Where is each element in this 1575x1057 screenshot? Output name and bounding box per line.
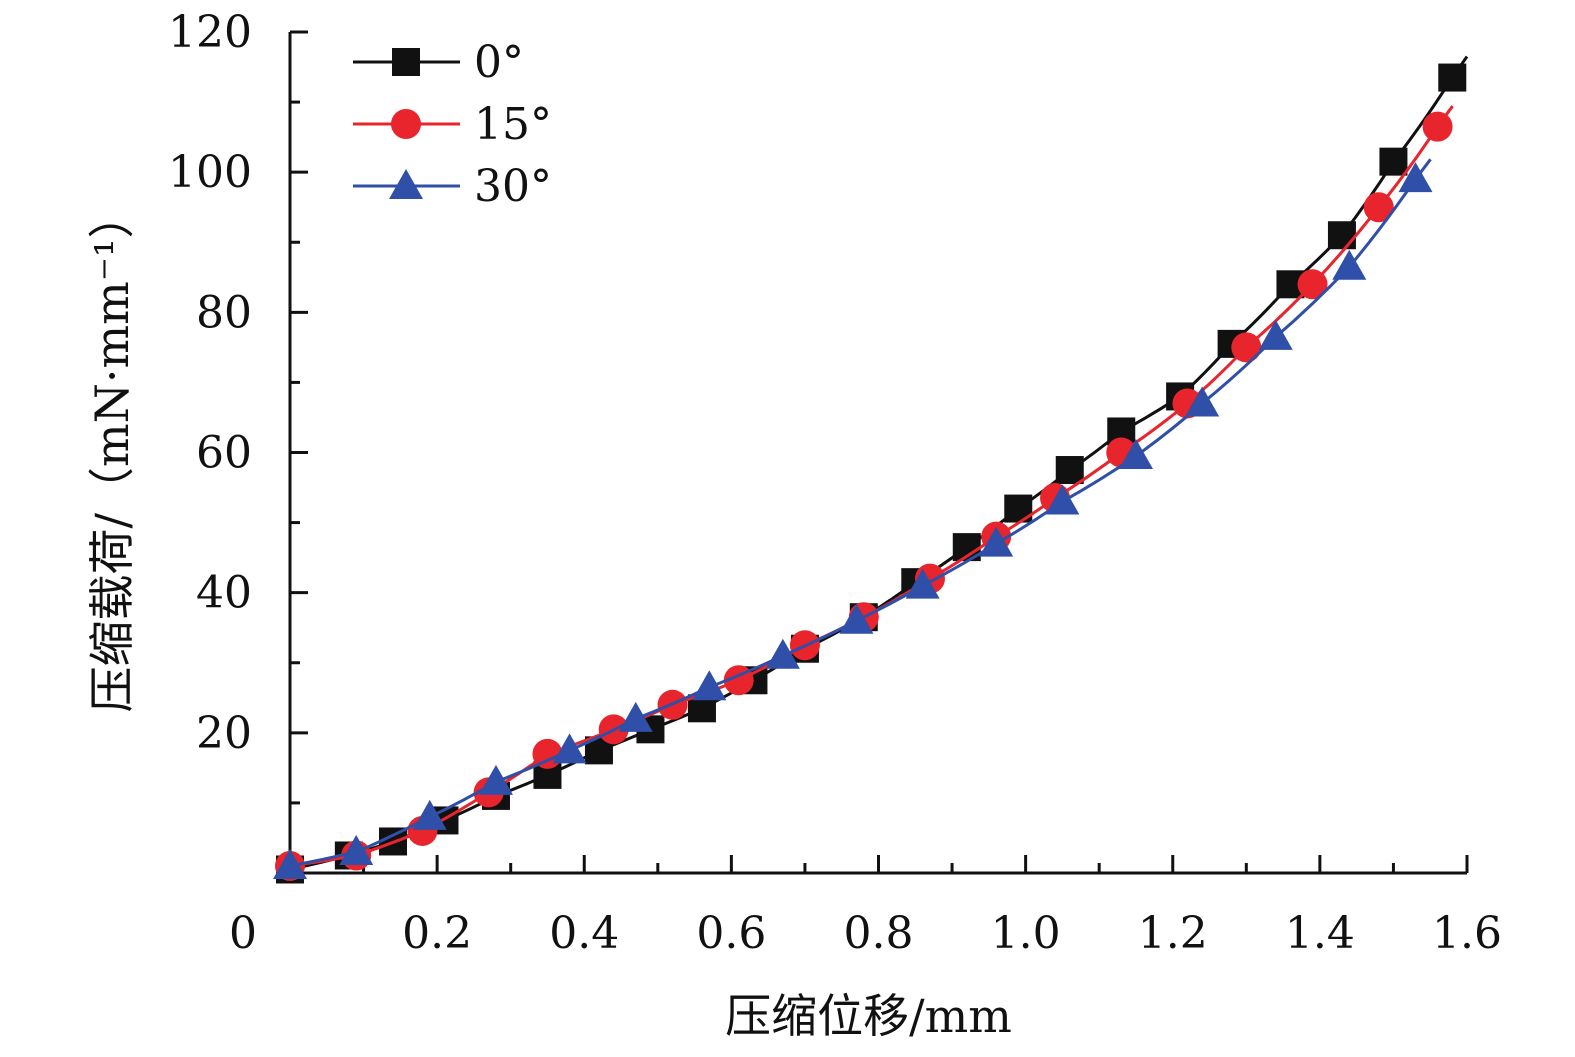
- data-point-triangle: [839, 603, 874, 634]
- x-tick-label: 1.4: [1285, 908, 1355, 959]
- data-point-triangle: [478, 764, 513, 795]
- data-point-square: [1055, 456, 1084, 485]
- data-point-triangle: [339, 834, 374, 865]
- data-point-circle: [1363, 192, 1394, 223]
- series-line: [289, 55, 1469, 871]
- data-point-triangle: [905, 568, 940, 599]
- x-tick-label: 1.6: [1432, 908, 1502, 959]
- legend-item: 15°: [353, 99, 552, 150]
- data-point-square: [1438, 63, 1467, 92]
- y-tick-label: 120: [168, 7, 252, 58]
- data-point-triangle: [1258, 319, 1293, 350]
- y-tick-label: 60: [196, 428, 252, 479]
- data-point-triangle: [618, 701, 653, 732]
- data-point-triangle: [1398, 162, 1433, 193]
- x-tick-label: 1.0: [991, 908, 1061, 959]
- origin-tick-label: 0: [229, 908, 257, 959]
- y-tick-label: 100: [168, 147, 252, 198]
- axes: [288, 32, 1467, 875]
- legend-item: 0°: [353, 37, 524, 88]
- legend-label: 0°: [474, 37, 524, 88]
- series-square: [276, 55, 1469, 884]
- data-point-square: [1379, 147, 1408, 176]
- data-point-triangle: [979, 526, 1014, 557]
- legend-marker-circle: [391, 109, 421, 139]
- x-tick-label: 0.2: [402, 908, 472, 959]
- legend-marker-triangle: [389, 169, 423, 199]
- series-layer: [273, 55, 1469, 884]
- data-point-triangle: [412, 799, 447, 830]
- data-point-triangle: [1118, 439, 1153, 470]
- x-tick-label: 0.4: [549, 908, 619, 959]
- series-line: [289, 158, 1432, 868]
- data-point-triangle: [1185, 386, 1220, 417]
- legend: 0° 15° 30°: [353, 37, 552, 212]
- data-point-triangle: [765, 638, 800, 669]
- series-line: [289, 105, 1454, 868]
- data-point-circle: [1231, 332, 1262, 363]
- data-point-square: [1327, 221, 1356, 250]
- x-tick-label: 0.6: [696, 908, 766, 959]
- x-tick-label: 0.8: [844, 908, 914, 959]
- legend-marker-square: [392, 48, 420, 76]
- series-triangle: [273, 158, 1433, 879]
- data-point-triangle: [692, 670, 727, 701]
- data-point-triangle: [273, 848, 307, 879]
- y-axis-title: 压缩载荷/（mN·mm⁻¹）: [85, 193, 139, 713]
- y-tick-label: 80: [196, 287, 252, 338]
- legend-label: 15°: [474, 99, 552, 150]
- legend-label: 30°: [474, 161, 552, 212]
- y-axis-ticks: 20 40 60 80 100 120: [168, 7, 308, 805]
- x-axis-title: 压缩位移/mm: [725, 989, 1012, 1043]
- x-tick-label: 1.2: [1138, 908, 1208, 959]
- data-point-triangle: [552, 733, 587, 764]
- x-axis-ticks: 0.2 0.4 0.6 0.8 1.0 1.2 1.4 1.6: [362, 855, 1502, 959]
- y-tick-label: 40: [196, 568, 252, 619]
- data-point-circle: [1422, 111, 1453, 142]
- y-tick-label: 20: [196, 708, 252, 759]
- data-point-circle: [1297, 269, 1328, 300]
- data-point-triangle: [1332, 249, 1367, 280]
- legend-item: 30°: [353, 161, 552, 212]
- series-circle: [275, 105, 1454, 881]
- data-point-triangle: [1045, 484, 1080, 515]
